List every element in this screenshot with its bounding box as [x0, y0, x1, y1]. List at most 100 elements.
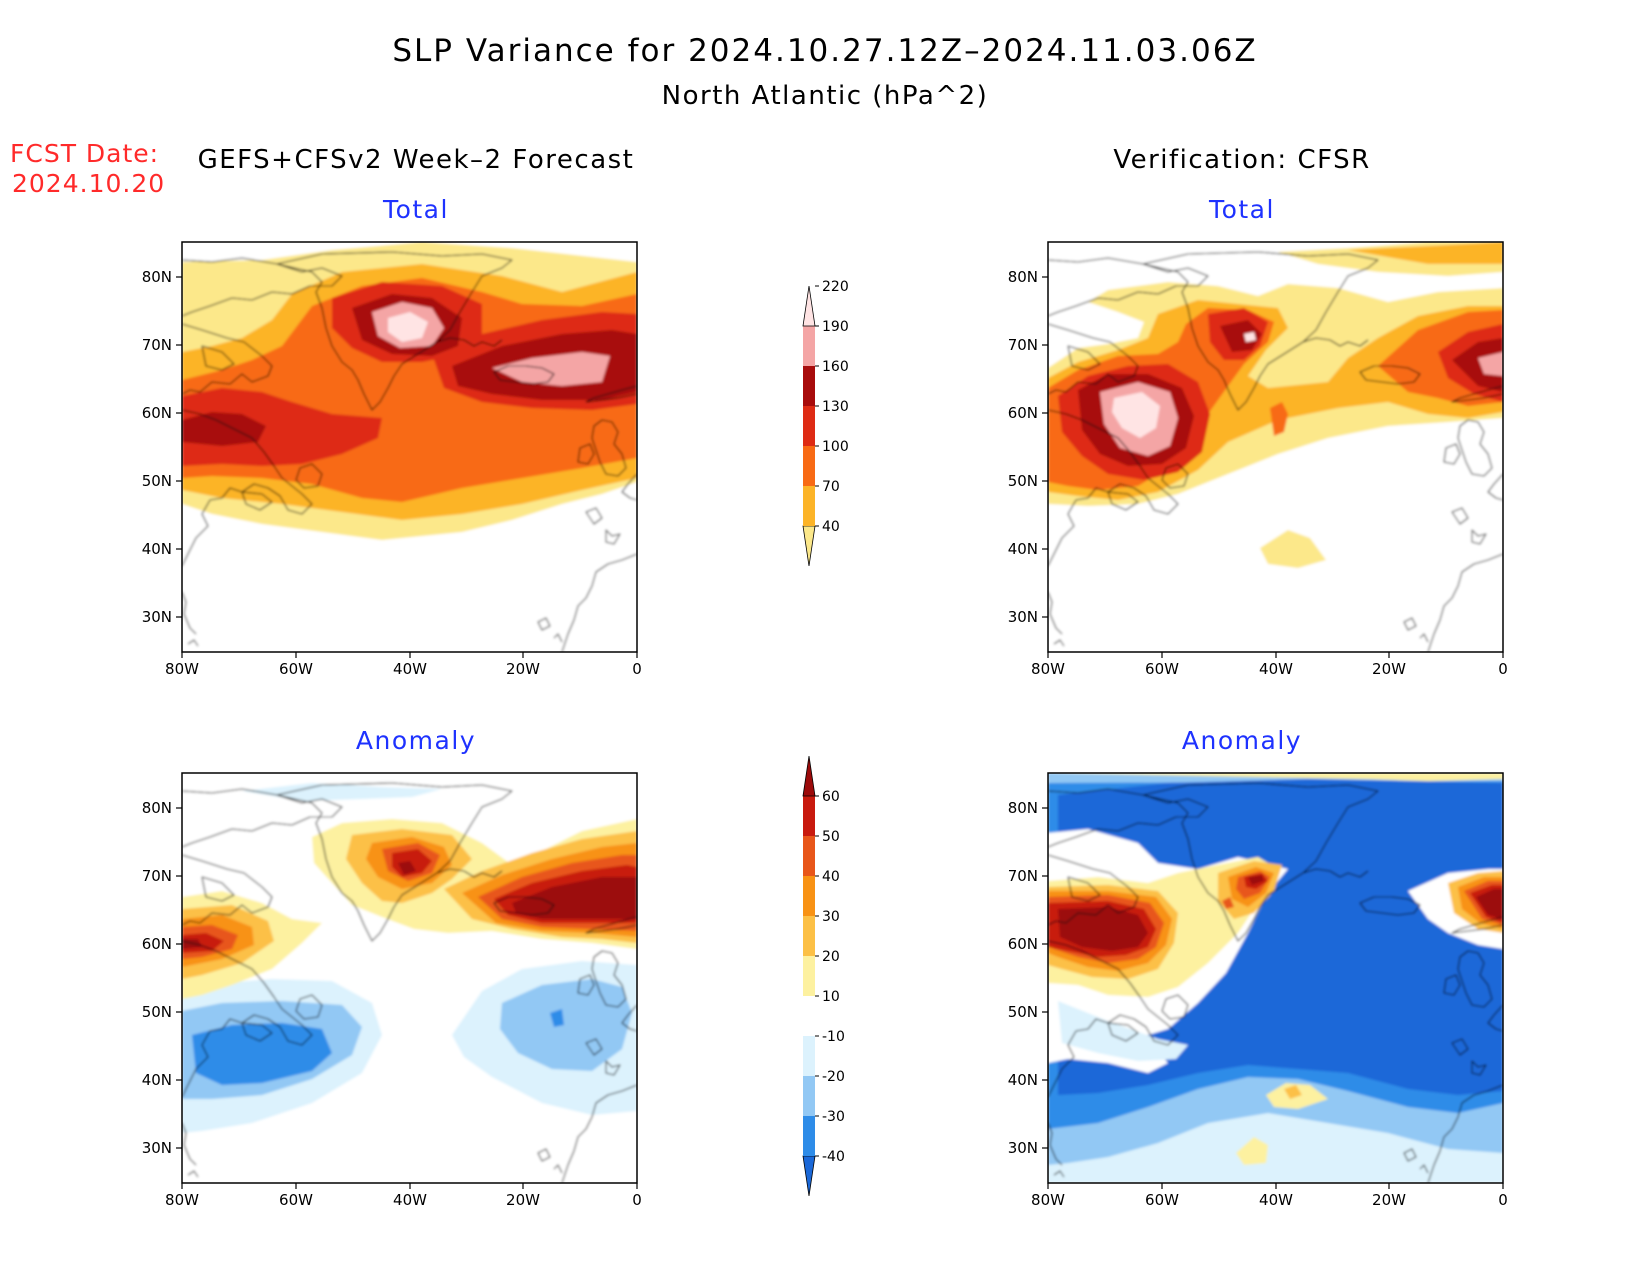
fill-va-60c: [1476, 889, 1503, 919]
lat-tick-label: 40N: [1008, 1071, 1038, 1089]
colorbar-box: [803, 876, 815, 916]
colorbar-tick-label: -20: [822, 1069, 845, 1085]
lat-tick-label: 60N: [1008, 404, 1038, 422]
colorbar-anomaly: -40 -30 -20 -10 10 20 30 40 50 60: [802, 755, 845, 1197]
colorbar-tick-label: 40: [822, 869, 840, 885]
colorbar-box: [803, 326, 815, 366]
colorbar-box: [803, 446, 815, 486]
panel-forecast-anomaly: [175, 772, 638, 1190]
fill-va-10sm2: [1236, 1137, 1268, 1165]
colorbar-box: [803, 916, 815, 956]
fill-fa-50: [182, 933, 224, 953]
lat-tick-label: 80N: [142, 799, 172, 817]
lat-tick-label: 60N: [142, 404, 172, 422]
fill-vt-160b: [1220, 320, 1262, 352]
fill-vt-40sm: [1260, 530, 1326, 568]
lat-tick-label: 70N: [1008, 336, 1038, 354]
lon-tick-label: 40W: [1259, 660, 1293, 678]
colorbar-tick-label: 60: [822, 789, 840, 805]
panel-verification-total: [1041, 241, 1504, 659]
fill-ft-160: [182, 412, 266, 446]
lat-tick-label: 80N: [1008, 799, 1038, 817]
lon-tick-label: 20W: [1372, 1191, 1406, 1209]
fill-vt-160c: [1452, 338, 1503, 392]
lon-tick-label: 40W: [393, 1191, 427, 1209]
fill-fa-m30b: [550, 1009, 564, 1027]
lon-tick-label: 0: [632, 660, 642, 678]
fill-va-60b: [1248, 875, 1264, 885]
lat-tick-label: 80N: [1008, 268, 1038, 286]
lat-tick-label: 70N: [142, 867, 172, 885]
fill-ft-220: [388, 312, 428, 342]
lat-tick-label: 50N: [1008, 472, 1038, 490]
fill-va-60: [1058, 907, 1148, 951]
lon-tick-label: 60W: [1145, 660, 1179, 678]
colorbar-tick-label: 220: [822, 279, 849, 295]
fill-vt-70top: [1348, 242, 1503, 264]
lat-tick-label: 50N: [1008, 1003, 1038, 1021]
lat-tick-label: 60N: [142, 935, 172, 953]
lon-tick-label: 80W: [1031, 660, 1065, 678]
lat-tick-label: 70N: [1008, 867, 1038, 885]
fill-va-10b: [1048, 773, 1503, 781]
colorbar-tick-label: 130: [822, 399, 849, 415]
fill-vt-100c: [1270, 402, 1288, 436]
fill-vt-190b: [1478, 352, 1503, 376]
colorbar-box: [803, 836, 815, 876]
lon-tick-label: 40W: [1259, 1191, 1293, 1209]
lon-tick-label: 0: [1498, 1191, 1508, 1209]
colorbar-tick-label: 50: [822, 829, 840, 845]
lon-tick-label: 80W: [1031, 1191, 1065, 1209]
colorbar-tick-label: 190: [822, 319, 849, 335]
lat-tick-label: 80N: [142, 268, 172, 286]
colorbar-tick-label: -40: [822, 1149, 845, 1165]
fill-va-20sm: [1284, 1085, 1302, 1099]
lon-tick-label: 0: [632, 1191, 642, 1209]
colorbar-end-high: [802, 285, 816, 327]
lat-tick-label: 30N: [1008, 608, 1038, 626]
lat-tick-label: 30N: [142, 1139, 172, 1157]
colorbar-box: [803, 486, 815, 526]
fill-fa-m10c: [242, 783, 442, 801]
lat-tick-label: 40N: [142, 540, 172, 558]
panel-title-forecast-anomaly: Anomaly: [356, 726, 476, 755]
panel-title-verification-anomaly: Anomaly: [1182, 726, 1302, 755]
fill-ft-130: [182, 388, 382, 466]
fcst-date-value: 2024.10.20: [12, 169, 165, 198]
fill-fa-m20b: [500, 979, 632, 1071]
colorbar-end-low: [802, 1155, 816, 1197]
lon-tick-label: 60W: [279, 1191, 313, 1209]
lat-tick-label: 30N: [142, 608, 172, 626]
lon-tick-label: 20W: [1372, 660, 1406, 678]
fill-fa-60: [182, 939, 202, 949]
colorbar-tick-label: -10: [822, 1029, 845, 1045]
fill-fa-60b: [398, 861, 416, 875]
colorbar-box: [803, 1076, 815, 1116]
colorbar-end-high: [802, 755, 816, 797]
lon-tick-label: 60W: [1145, 1191, 1179, 1209]
colorbar-end-low: [802, 525, 816, 567]
right-column-title: Verification: CFSR: [1113, 145, 1370, 175]
colorbar-total: 40 70 100 130 160 190 220: [802, 279, 849, 567]
lat-tick-label: 50N: [142, 472, 172, 490]
panel-forecast-total: [175, 241, 638, 659]
lat-tick-label: 50N: [142, 1003, 172, 1021]
colorbar-box: [803, 1116, 815, 1156]
colorbar-tick-label: 40: [822, 519, 840, 535]
colorbar-box: [803, 996, 815, 1036]
fill-fa-60c: [512, 877, 637, 919]
panel-title-forecast-total: Total: [382, 195, 449, 224]
lon-tick-label: 80W: [165, 1191, 199, 1209]
lon-tick-label: 20W: [506, 1191, 540, 1209]
lon-tick-label: 20W: [506, 660, 540, 678]
lat-tick-label: 60N: [1008, 935, 1038, 953]
colorbar-box: [803, 406, 815, 446]
left-column-title: GEFS+CFSv2 Week–2 Forecast: [198, 145, 635, 175]
lat-tick-label: 40N: [142, 1071, 172, 1089]
panel-verification-anomaly: [1041, 772, 1504, 1190]
colorbar-tick-label: 20: [822, 949, 840, 965]
lat-tick-label: 30N: [1008, 1139, 1038, 1157]
fcst-date-label: FCST Date:: [10, 139, 159, 168]
colorbar-box: [803, 956, 815, 996]
